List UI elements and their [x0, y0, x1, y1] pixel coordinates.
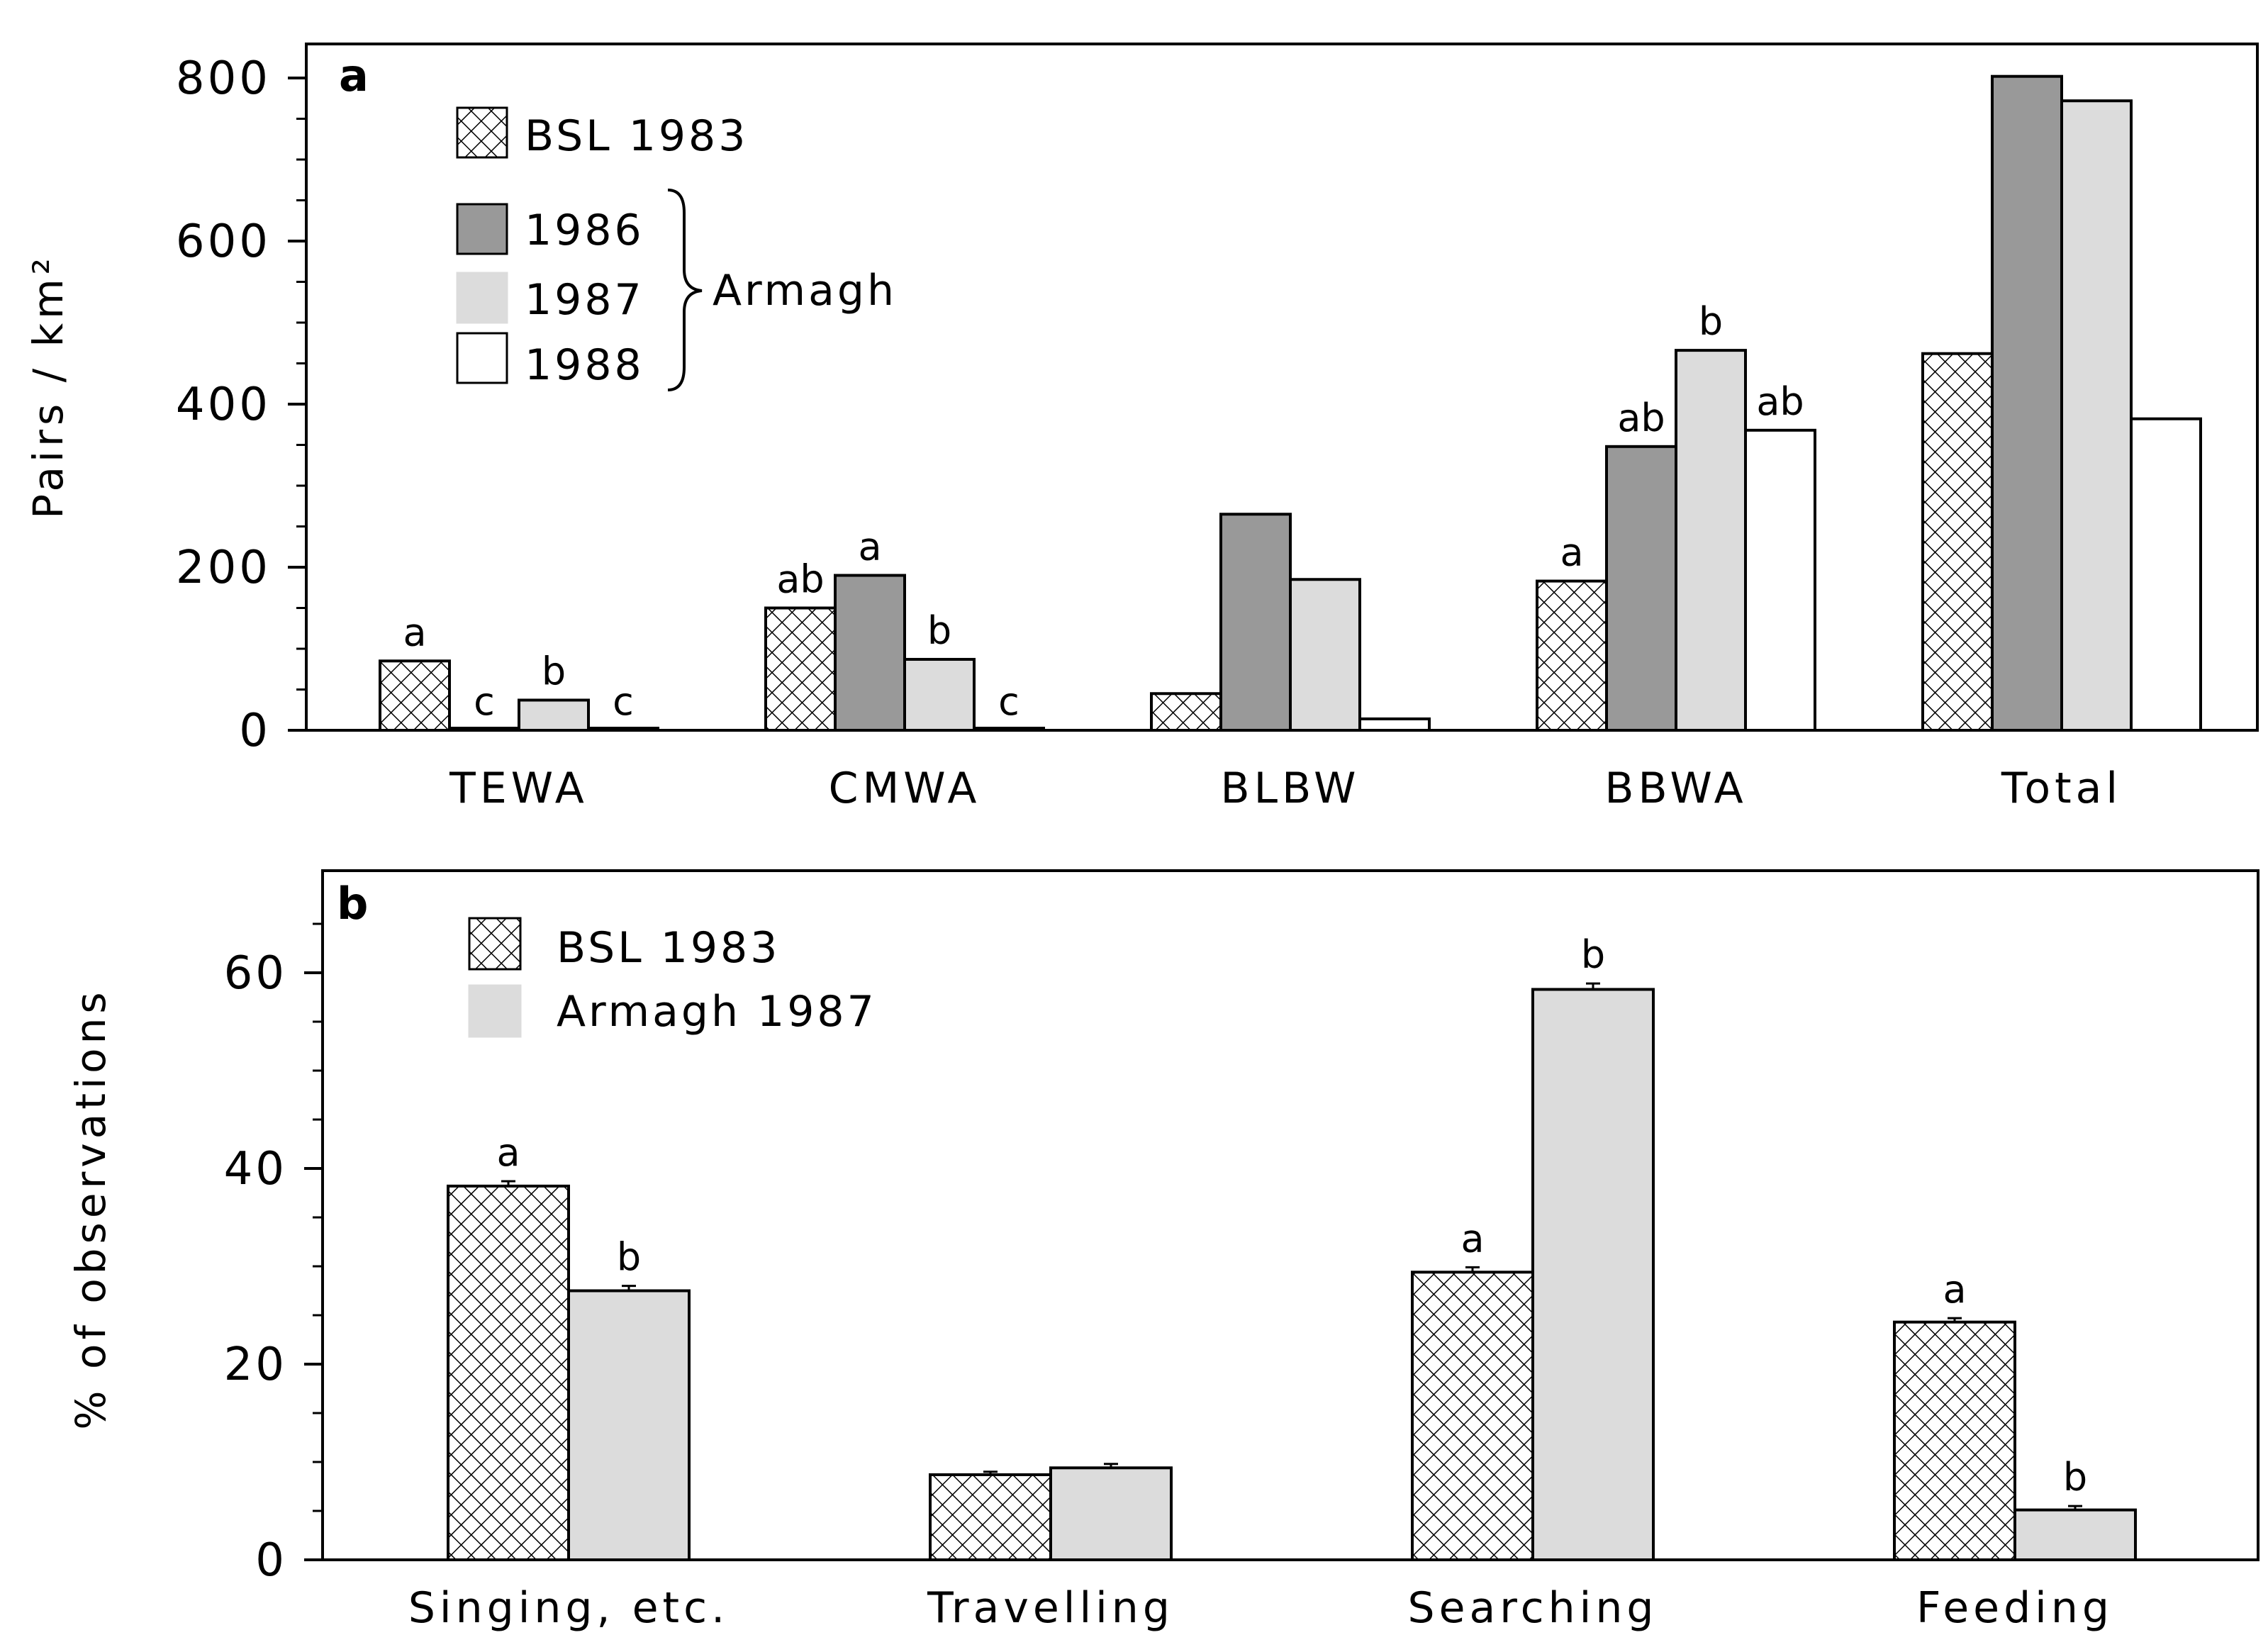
legend-label-1988: 1988 — [525, 340, 644, 390]
bar-cmwa-1986 — [834, 574, 906, 732]
y-tick-label: 0 — [255, 1534, 287, 1587]
bar-bbwa-1988 — [1744, 428, 1816, 732]
bar-tewa-bsl-1983 — [379, 659, 451, 732]
legend-label-1986: 1986 — [525, 206, 644, 255]
legend-swatch-1987 — [456, 272, 508, 324]
panel-a-category-labels: TEWA CMWA BLBW BBWA Total — [449, 764, 2122, 813]
y-tick-label: 0 — [239, 705, 271, 757]
sig-letter-feeding-armagh-1987: b — [2063, 1455, 2087, 1500]
panel-b-chart: b % of observations 0 20 40 60 a b a b a b Singi… — [67, 869, 2259, 1633]
legend-group-label-armagh: Armagh — [713, 266, 897, 316]
sig-letter-tewa-1987: b — [542, 649, 566, 693]
bar-singing-etc-armagh-1987 — [567, 1289, 691, 1561]
bar-tewa-1988 — [587, 727, 659, 732]
sig-letter-tewa-1986: c — [474, 679, 495, 724]
panel-b-legend: BSL 1983 Armagh 1987 — [468, 917, 877, 1038]
bar-travelling-armagh-1987 — [1049, 1466, 1173, 1562]
bar-bbwa-1987 — [1675, 349, 1747, 732]
bar-bbwa-bsl-1983 — [1536, 579, 1608, 732]
y-tick-label: 20 — [224, 1339, 287, 1391]
legend-label-armagh-1987: Armagh 1987 — [557, 987, 877, 1037]
bar-feeding-armagh-1987 — [2013, 1508, 2137, 1562]
bar-blbw-1986 — [1219, 513, 1292, 732]
bar-feeding-bsl-1983 — [1893, 1320, 2016, 1562]
panel-b-category-labels: Singing, etc. Travelling Searching Feeding — [408, 1583, 2113, 1633]
bar-tewa-1987 — [518, 698, 590, 732]
legend-swatch-bsl-1983 — [456, 106, 508, 159]
bar-total-1987 — [2060, 99, 2133, 732]
legend-swatch-1986 — [456, 203, 508, 255]
y-tick-label: 40 — [224, 1143, 287, 1195]
sig-letter-tewa-bsl-1983: a — [403, 610, 426, 654]
panel-a-y-axis-label: Pairs / km² — [24, 254, 72, 519]
y-tick-label: 200 — [176, 542, 271, 594]
panel-a-label: a — [339, 50, 369, 101]
category-label-searching: Searching — [1408, 1583, 1658, 1633]
category-label-bbwa: BBWA — [1604, 764, 1747, 813]
category-label-cmwa: CMWA — [829, 764, 981, 813]
category-label-travelling: Travelling — [927, 1583, 1174, 1633]
sig-letter-bbwa-1986: ab — [1617, 396, 1665, 440]
sig-letter-cmwa-bsl-1983: ab — [776, 557, 824, 602]
panel-a-bars — [379, 74, 2202, 732]
legend-brace — [667, 189, 703, 391]
sig-letter-cmwa-1987: b — [927, 608, 951, 653]
bar-total-bsl-1983 — [1921, 352, 1994, 732]
legend-label-bsl-1983-b: BSL 1983 — [557, 923, 780, 973]
legend-label-1987: 1987 — [525, 275, 644, 325]
bar-cmwa-bsl-1983 — [764, 606, 837, 732]
bar-singing-etc-bsl-1983 — [447, 1184, 570, 1561]
sig-letter-feeding-bsl-1983: a — [1943, 1267, 1966, 1312]
sig-letter-bbwa-1987: b — [1699, 299, 1723, 344]
category-label-tewa: TEWA — [449, 764, 588, 813]
panel-b-error-bars — [501, 982, 2082, 1510]
sig-letter-bbwa-1988: ab — [1756, 379, 1804, 424]
bar-searching-armagh-1987 — [1531, 988, 1655, 1561]
bar-total-1986 — [1991, 74, 2063, 732]
legend-label-bsl-1983: BSL 1983 — [525, 111, 748, 161]
category-label-blbw: BLBW — [1221, 764, 1361, 813]
legend-swatch-armagh-1987 — [468, 984, 522, 1038]
sig-letter-cmwa-1986: a — [858, 525, 881, 569]
bar-total-1988 — [2130, 417, 2202, 732]
sig-letter-singing-etc-armagh-1987: b — [617, 1235, 641, 1280]
panel-b-bars — [447, 988, 2137, 1562]
y-tick-label: 400 — [176, 379, 271, 431]
category-label-feeding: Feeding — [1916, 1583, 2113, 1633]
sig-letter-cmwa-1988: c — [998, 679, 1020, 724]
bar-tewa-1986 — [448, 727, 520, 732]
bar-blbw-1987 — [1289, 578, 1361, 732]
legend-swatch-bsl-1983-b — [468, 917, 522, 971]
bar-travelling-bsl-1983 — [929, 1473, 1052, 1561]
y-tick-label: 800 — [176, 52, 271, 105]
sig-letter-tewa-1988: c — [613, 679, 634, 724]
bar-cmwa-1988 — [973, 727, 1045, 732]
legend-swatch-1988 — [456, 332, 508, 384]
panel-b-significance-letters: a b a b a b — [496, 932, 2087, 1500]
sig-letter-singing-etc-bsl-1983: a — [496, 1130, 520, 1175]
bar-blbw-1988 — [1358, 717, 1431, 732]
category-label-singing-etc: Singing, etc. — [408, 1583, 729, 1633]
bar-cmwa-1987 — [903, 657, 976, 732]
panel-a-legend: BSL 1983 1986 1987 1988 Armagh — [456, 106, 897, 391]
sig-letter-searching-armagh-1987: b — [1581, 932, 1605, 977]
bar-blbw-bsl-1983 — [1150, 692, 1222, 732]
bar-bbwa-1986 — [1605, 445, 1677, 732]
category-label-total: Total — [2001, 764, 2122, 813]
bar-searching-bsl-1983 — [1411, 1271, 1534, 1562]
panel-b-label: b — [337, 878, 368, 930]
sig-letter-searching-bsl-1983: a — [1460, 1216, 1484, 1261]
sig-letter-bbwa-bsl-1983: a — [1560, 530, 1583, 575]
panel-b-y-axis-label: % of observations — [67, 988, 115, 1429]
y-tick-label: 600 — [176, 216, 271, 268]
y-tick-label: 60 — [224, 947, 287, 1000]
